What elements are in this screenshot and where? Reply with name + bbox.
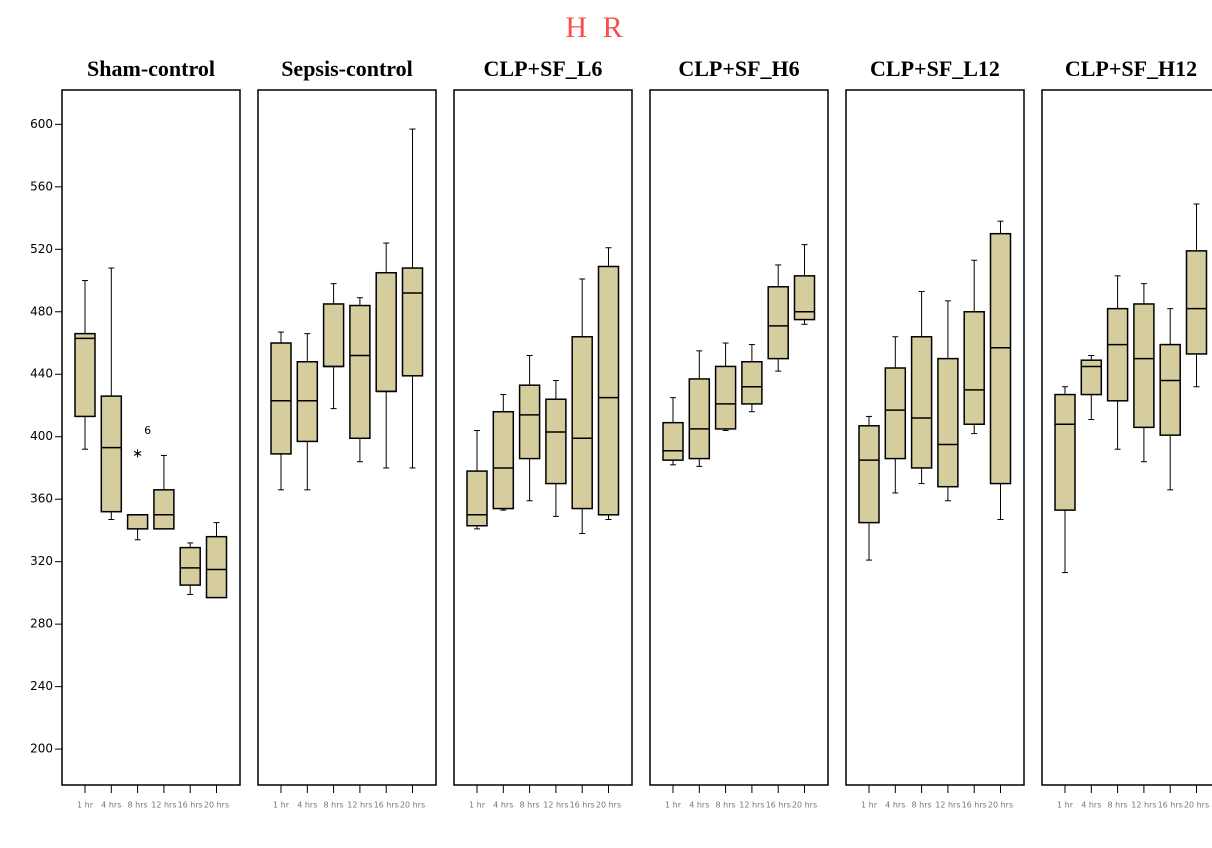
x-tick-label: 20 hrs [400, 801, 425, 810]
x-tick-label: 1 hr [469, 801, 486, 810]
panel-title: CLP+SF_H6 [678, 56, 799, 81]
box [793, 275, 816, 321]
panel-title: CLP+SF_L12 [870, 56, 1000, 81]
box [963, 311, 985, 425]
panel-title: Sham-control [87, 56, 215, 81]
box [1185, 250, 1208, 355]
y-tick-label: 200 [30, 742, 53, 756]
y-tick-label: 320 [30, 554, 53, 568]
panel-frame [845, 89, 1025, 786]
box [1133, 303, 1155, 429]
panel-frame [1041, 89, 1212, 786]
box [179, 546, 201, 586]
x-tick-label: 12 hrs [543, 801, 568, 810]
x-tick-label: 16 hrs [962, 801, 987, 810]
x-tick-label: 20 hrs [596, 801, 621, 810]
panel-frame [649, 89, 829, 786]
x-tick-label: 12 hrs [347, 801, 372, 810]
box [662, 421, 684, 461]
box [466, 470, 488, 527]
x-tick-label: 4 hrs [101, 801, 121, 810]
y-tick-label: 360 [30, 492, 53, 506]
x-tick-label: 4 hrs [297, 801, 317, 810]
x-tick-label: 20 hrs [792, 801, 817, 810]
panel-title: Sepsis-control [281, 56, 413, 81]
x-tick-label: 8 hrs [128, 801, 148, 810]
x-tick-label: 16 hrs [766, 801, 791, 810]
x-tick-label: 4 hrs [885, 801, 905, 810]
box [322, 303, 345, 368]
x-tick-label: 12 hrs [935, 801, 960, 810]
x-tick-label: 1 hr [1057, 801, 1074, 810]
box [545, 398, 567, 485]
box [1080, 359, 1103, 396]
box [296, 361, 319, 443]
box [375, 271, 397, 393]
box [571, 336, 593, 510]
box [270, 342, 292, 455]
box [989, 232, 1012, 485]
x-tick-label: 20 hrs [204, 801, 229, 810]
x-tick-label: 4 hrs [689, 801, 709, 810]
box [1159, 343, 1181, 436]
x-tick-label: 4 hrs [1081, 801, 1101, 810]
x-tick-label: 16 hrs [570, 801, 595, 810]
x-tick-label: 1 hr [861, 801, 878, 810]
box [74, 332, 96, 418]
panel-frame [61, 89, 241, 786]
x-tick-label: 8 hrs [716, 801, 736, 810]
panel-title: CLP+SF_L6 [484, 56, 603, 81]
box [741, 361, 763, 405]
x-tick-label: 16 hrs [1158, 801, 1183, 810]
y-tick-label: 600 [30, 117, 53, 131]
x-tick-label: 12 hrs [1131, 801, 1156, 810]
y-tick-label: 440 [30, 367, 53, 381]
x-tick-label: 4 hrs [493, 801, 513, 810]
x-tick-label: 1 hr [665, 801, 682, 810]
panel-frame [257, 89, 437, 786]
y-tick-label: 280 [30, 617, 53, 631]
outlier-label: 6 [144, 424, 151, 437]
box [126, 514, 149, 530]
box [492, 410, 515, 510]
y-tick-label: 400 [30, 429, 53, 443]
box [767, 286, 789, 360]
x-tick-label: 8 hrs [1108, 801, 1128, 810]
x-tick-label: 1 hr [273, 801, 290, 810]
x-tick-label: 8 hrs [520, 801, 540, 810]
y-tick-label: 520 [30, 242, 53, 256]
x-tick-label: 16 hrs [178, 801, 203, 810]
x-tick-label: 12 hrs [739, 801, 764, 810]
panel-title: CLP+SF_H12 [1065, 56, 1197, 81]
box [518, 384, 541, 460]
box [349, 304, 371, 440]
x-tick-label: 8 hrs [912, 801, 932, 810]
x-tick-label: 20 hrs [1184, 801, 1209, 810]
x-tick-label: 12 hrs [151, 801, 176, 810]
box [100, 395, 123, 513]
box [688, 378, 711, 460]
x-tick-label: 1 hr [77, 801, 94, 810]
outlier: ∗ [132, 446, 143, 461]
box [714, 365, 737, 430]
box [401, 267, 424, 377]
chart-title: H R [565, 11, 626, 44]
panel-frame [453, 89, 633, 786]
box [858, 425, 880, 524]
y-tick-label: 240 [30, 679, 53, 693]
box [597, 265, 620, 516]
box [205, 535, 228, 599]
box [1054, 393, 1076, 511]
x-tick-label: 20 hrs [988, 801, 1013, 810]
box [884, 367, 907, 460]
box [153, 489, 175, 530]
box [910, 336, 933, 469]
y-tick-label: 560 [30, 179, 53, 193]
x-tick-label: 8 hrs [324, 801, 344, 810]
y-tick-label: 480 [30, 304, 53, 318]
x-tick-label: 16 hrs [374, 801, 399, 810]
box [1106, 307, 1129, 402]
box [937, 357, 959, 488]
